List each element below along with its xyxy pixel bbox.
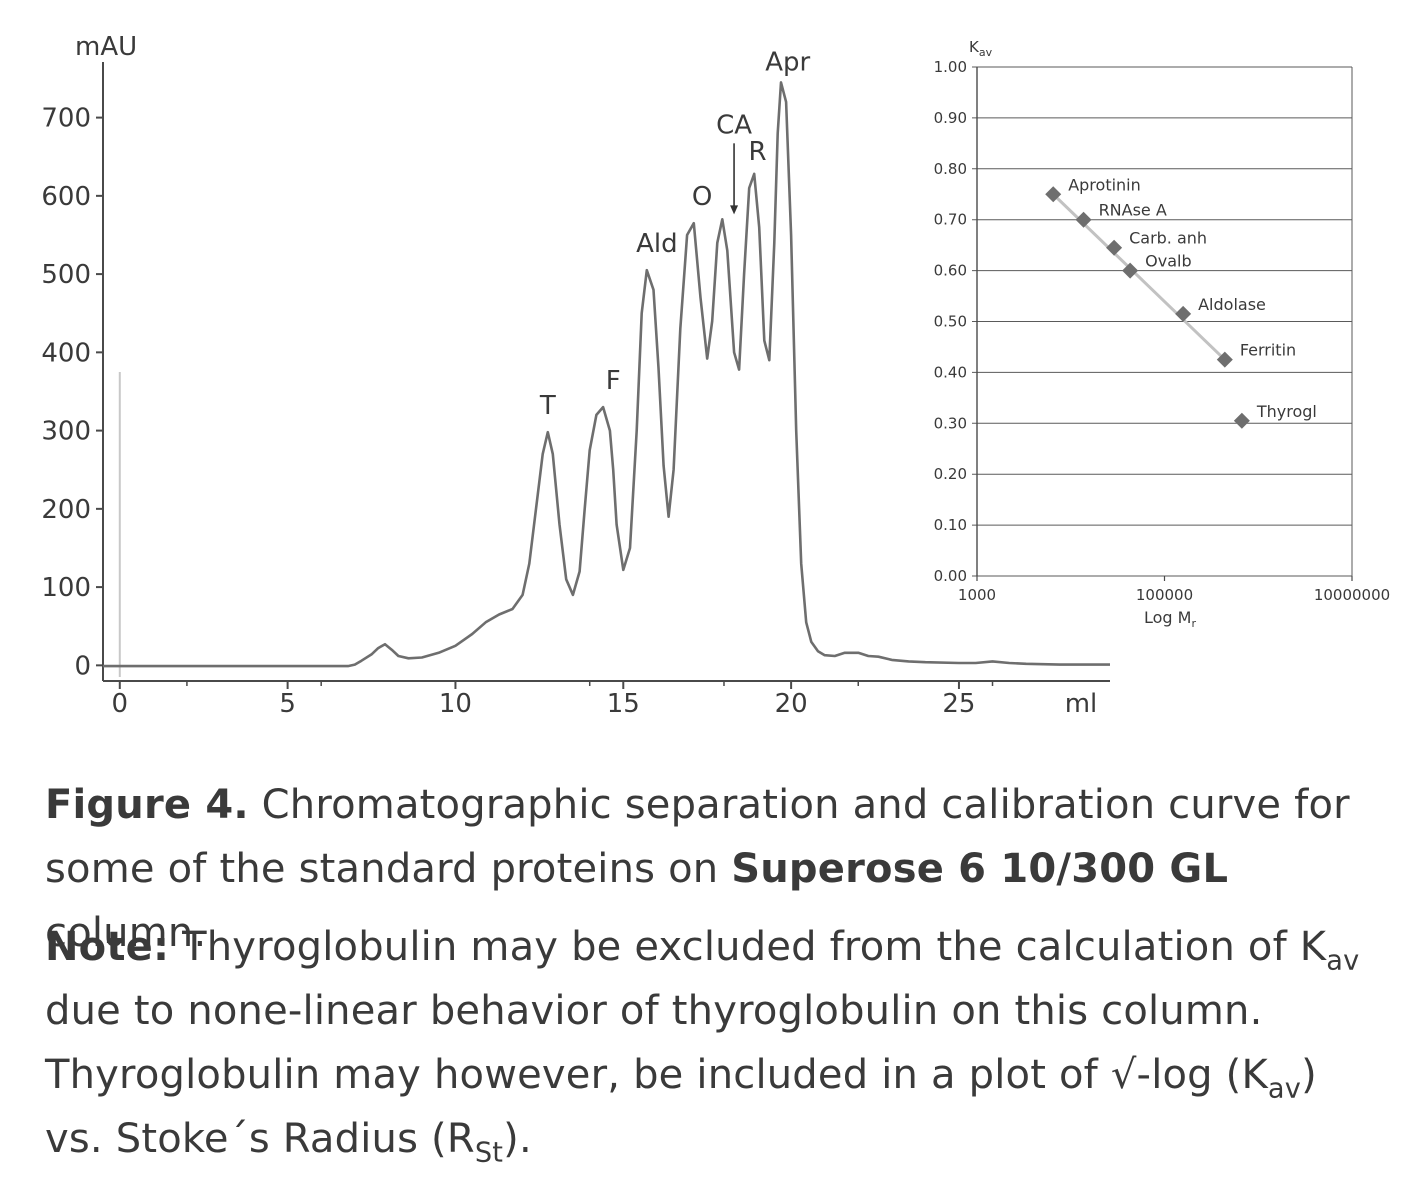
chromatogram-chart: 0 100 200 300 400 500 600 700 0 5 10 15 20 25 mAU ml T F A… <box>41 32 1110 719</box>
inset-y-tick-label: 0.50 <box>934 313 967 331</box>
point-label: Carb. anh <box>1129 229 1207 248</box>
inset-y-tick-label: 1.00 <box>934 58 967 76</box>
y-tick-label: 500 <box>41 260 91 290</box>
inset-x-tick-label: 100000 <box>1136 586 1193 604</box>
figure-caption: Figure 4. Chromatographic separation and… <box>45 773 1385 965</box>
peak-label: T <box>539 391 556 421</box>
x-tick-label: 25 <box>942 689 975 719</box>
peak-label: CA <box>716 110 752 140</box>
inset-x-axis-label: Log Mr <box>1144 608 1196 630</box>
note-text-3: ) vs. Stoke´s Radius (R <box>45 1052 1317 1162</box>
calibration-point <box>1106 239 1123 256</box>
calibration-point <box>1233 412 1250 429</box>
note-sub-2: av <box>1267 1073 1302 1105</box>
inset-y-axis-label: Kav <box>969 38 993 59</box>
point-label: Ferritin <box>1240 341 1296 360</box>
inset-y-tick-label: 0.20 <box>934 465 967 483</box>
point-label: Aprotinin <box>1068 175 1141 194</box>
note-caption: Note: Thyroglobulin may be excluded from… <box>45 915 1385 1171</box>
point-label: Ovalb <box>1145 252 1191 271</box>
y-tick-label: 300 <box>41 417 91 447</box>
calibration-point <box>1216 351 1233 368</box>
y-tick-label: 700 <box>41 104 91 134</box>
peak-label: Apr <box>765 47 810 77</box>
x-tick-label: 20 <box>775 689 808 719</box>
note-sub-3: St <box>474 1137 504 1169</box>
inset-y-tick-label: 0.30 <box>934 414 967 432</box>
inset-y-tick-label: 0.00 <box>934 567 967 585</box>
inset-x-tick-label: 1000 <box>958 586 996 604</box>
inset-y-tick-label: 0.90 <box>934 109 967 127</box>
figure-text-2: column. <box>45 910 207 956</box>
note-text-1: Thyroglobulin may be excluded from the c… <box>169 924 1327 970</box>
x-axis-label: ml <box>1065 689 1098 719</box>
x-tick-label: 5 <box>279 689 296 719</box>
note-text-2: due to none-linear behavior of thyroglob… <box>45 988 1268 1098</box>
x-tick-label: 0 <box>112 689 129 719</box>
note-text-4: ). <box>503 1116 532 1162</box>
y-tick-label: 0 <box>74 651 91 681</box>
peak-label: R <box>749 137 767 167</box>
inset-y-tick-label: 0.80 <box>934 160 967 178</box>
calibration-point <box>1175 305 1192 322</box>
figure-label: Figure 4. <box>45 782 249 828</box>
figure-canvas: 0 100 200 300 400 500 600 700 0 5 10 15 20 25 mAU ml T F A… <box>41 32 1391 719</box>
y-tick-label: 200 <box>41 495 91 525</box>
y-tick-label: 400 <box>41 338 91 368</box>
calibration-point <box>1122 262 1139 279</box>
y-tick-label: 600 <box>41 182 91 212</box>
uv-trace <box>103 81 1110 668</box>
x-tick-label: 15 <box>607 689 640 719</box>
note-sub-1: av <box>1326 945 1360 977</box>
calibration-point <box>1045 186 1062 203</box>
x-tick-label: 10 <box>439 689 472 719</box>
inset-x-tick-label: 10000000 <box>1314 586 1390 604</box>
calibration-point <box>1075 211 1092 228</box>
inset-y-tick-label: 0.60 <box>934 262 967 280</box>
point-label: Thyrogl <box>1256 402 1317 421</box>
point-label: Aldolase <box>1198 295 1266 314</box>
peak-label: O <box>692 182 712 212</box>
calibration-inset-chart: 0.00 0.10 0.20 0.30 0.40 0.50 0.60 0.70 0.80 0.90… <box>934 38 1391 630</box>
figure-text-1: Chromatographic separation and calibrati… <box>45 782 1350 892</box>
note-label: Note: <box>45 924 170 970</box>
inset-y-tick-label: 0.10 <box>934 516 967 534</box>
column-name: Superose 6 10/300 GL <box>731 846 1229 892</box>
y-axis-label: mAU <box>75 32 137 62</box>
ca-arrow-head <box>730 205 739 215</box>
inset-y-tick-label: 0.70 <box>934 211 967 229</box>
peak-label: F <box>606 366 621 396</box>
peak-label: Ald <box>636 229 678 259</box>
point-label: RNAse A <box>1099 201 1167 220</box>
y-tick-label: 100 <box>41 573 91 603</box>
inset-y-tick-label: 0.40 <box>934 363 967 381</box>
